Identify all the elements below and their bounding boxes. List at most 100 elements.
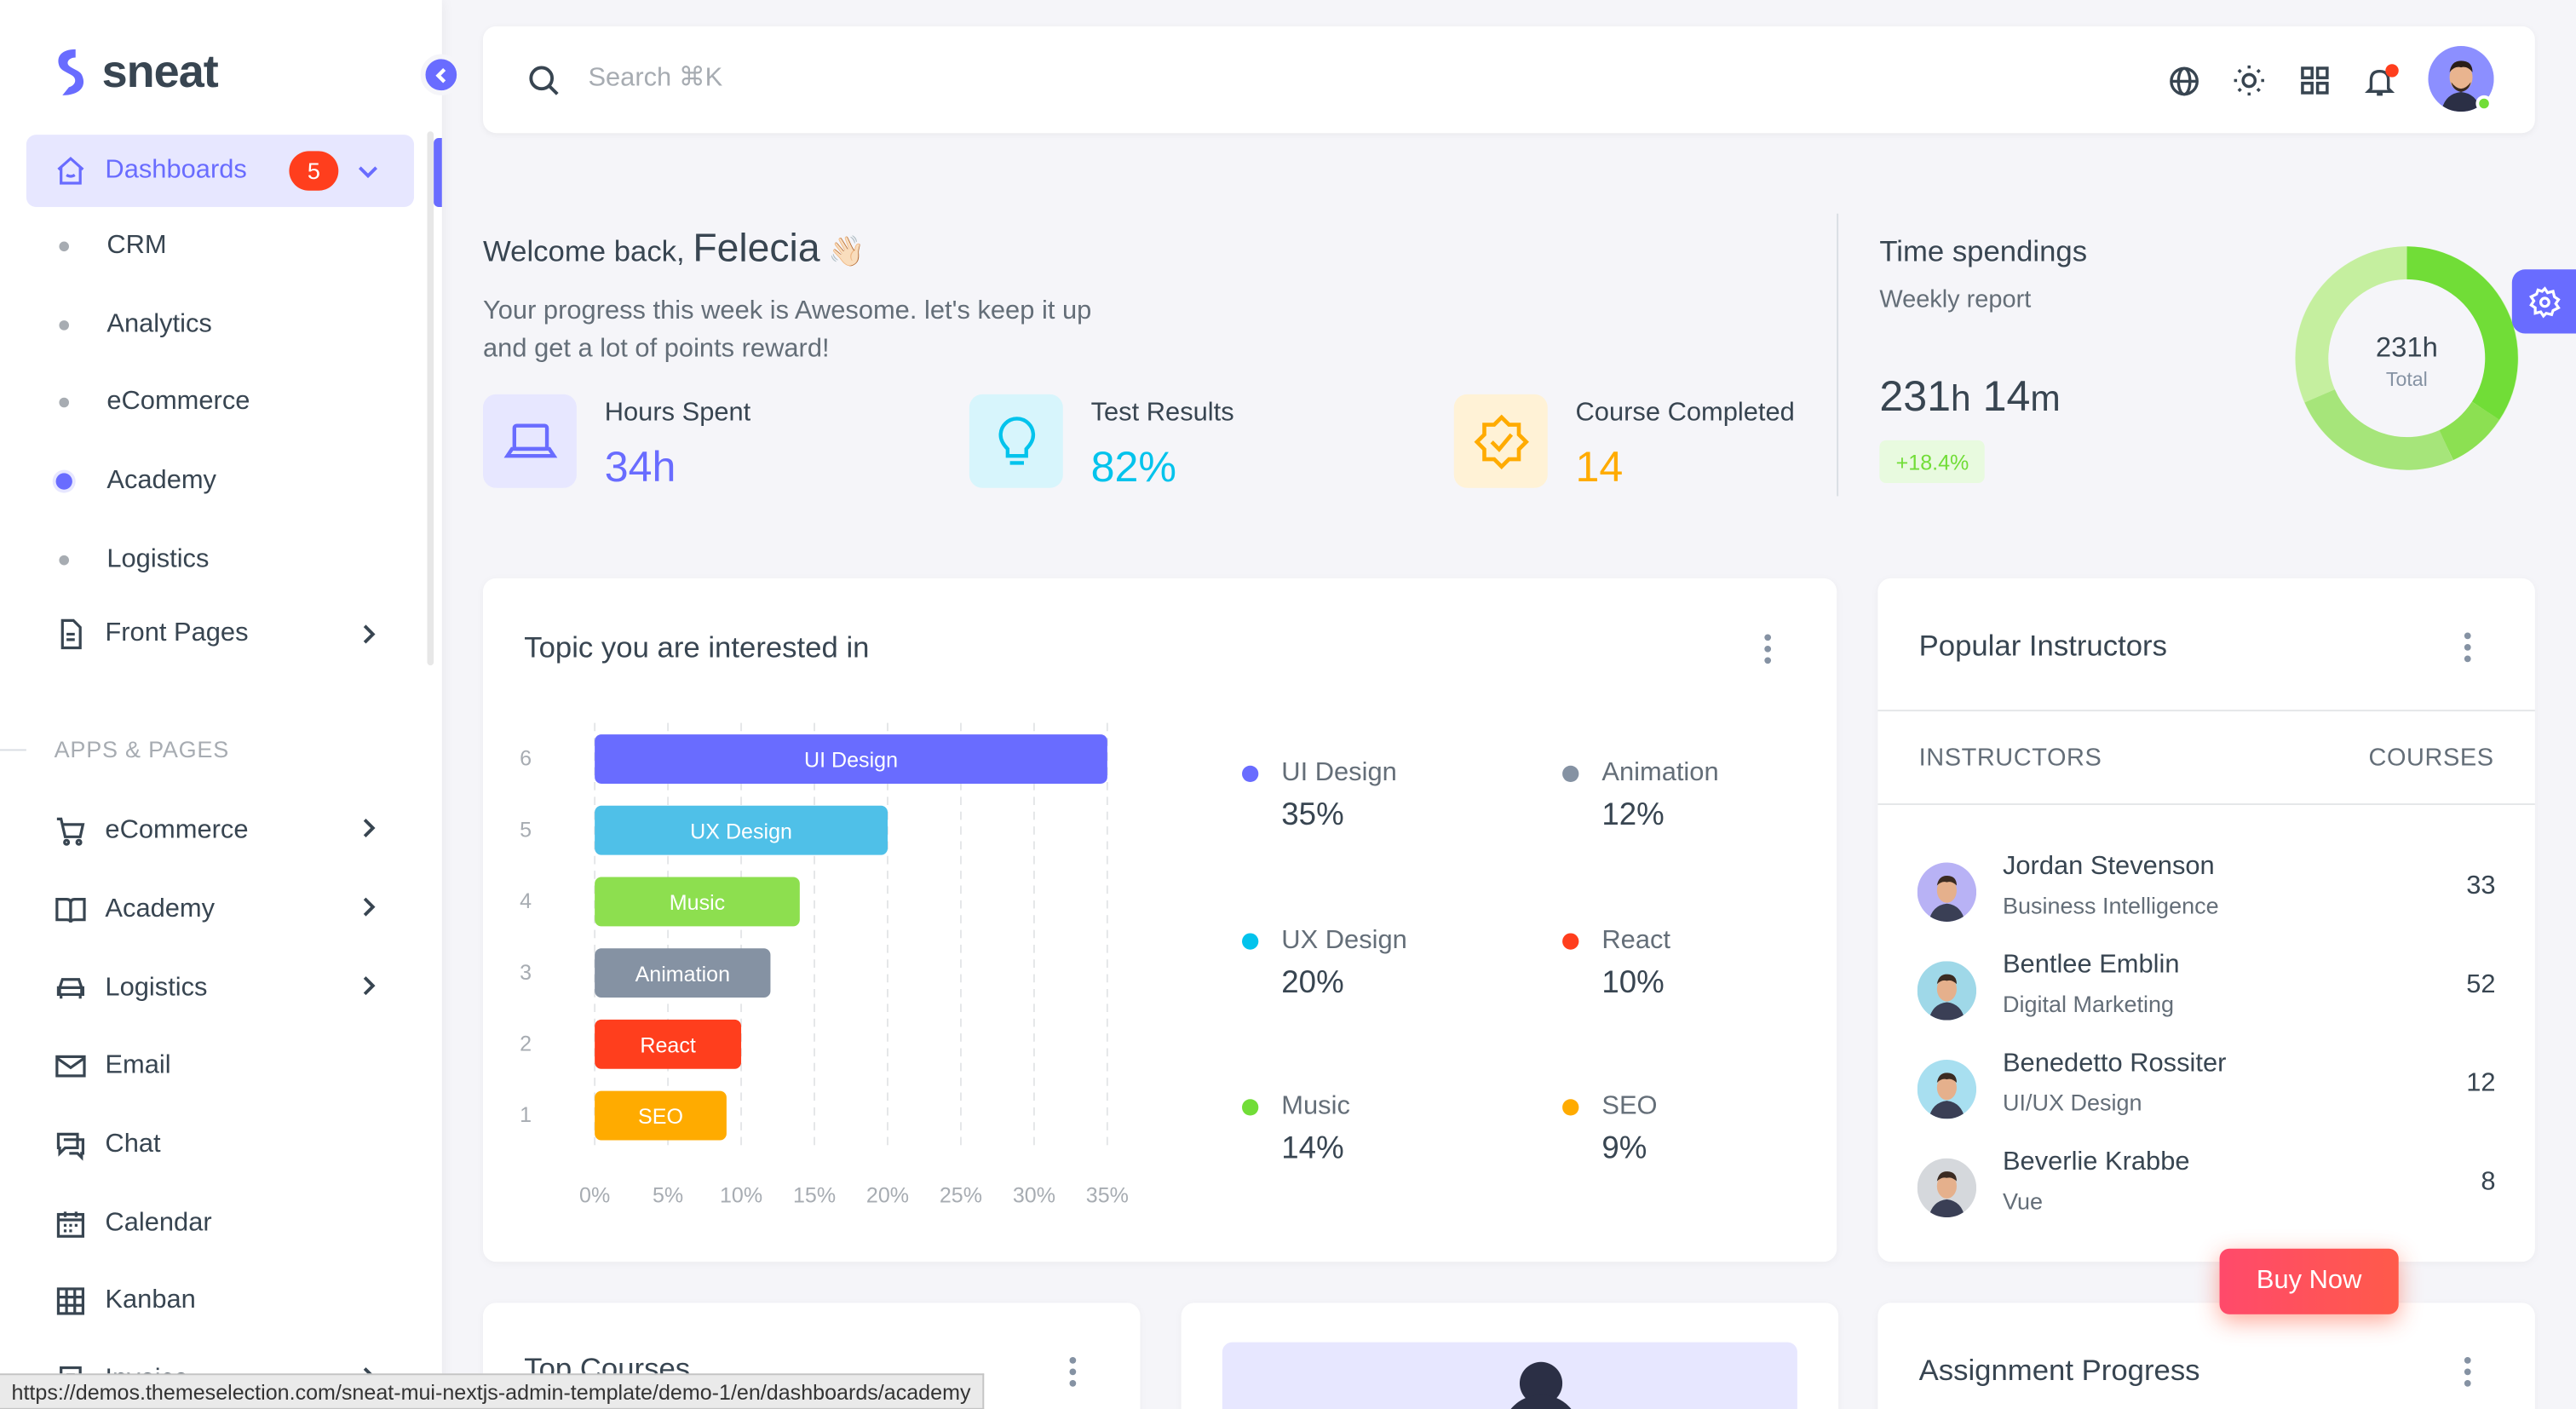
bar[interactable] — [595, 805, 888, 855]
divider — [1837, 213, 1839, 497]
sidebar-subitem-academy[interactable]: Academy — [26, 442, 414, 520]
shortcuts-grid-icon[interactable] — [2297, 62, 2332, 98]
sidebar-scrollbar[interactable] — [427, 131, 434, 666]
home-icon — [53, 152, 89, 188]
y-tick-label: 5 — [520, 818, 532, 842]
calendar-icon — [53, 1205, 89, 1241]
bar[interactable] — [595, 1019, 742, 1069]
column-header-instructors: INSTRUCTORS — [1918, 744, 2102, 773]
time-spendings-value: 231h 14m — [1879, 371, 2060, 423]
sidebar-subitem-logistics[interactable]: Logistics — [26, 520, 414, 599]
sidebar-item-logistics[interactable]: Logistics — [26, 949, 414, 1027]
bar[interactable] — [595, 734, 1107, 784]
sidebar-item-label: Front Pages — [105, 619, 249, 648]
chevron-right-icon — [363, 897, 376, 917]
legend-item: SEO 9% — [1562, 1093, 1658, 1169]
donut-segment — [2438, 401, 2500, 461]
x-tick-label: 25% — [940, 1184, 982, 1208]
chat-icon — [53, 1127, 89, 1163]
chevron-right-icon — [363, 625, 376, 645]
legend-dot — [1562, 1099, 1579, 1116]
search-input[interactable] — [588, 55, 1410, 102]
stat-course-completed: Course Completed 14 — [1453, 394, 1795, 493]
notification-dot — [2385, 64, 2399, 78]
notification-bell-icon[interactable] — [2360, 62, 2399, 98]
stat-value: 14 — [1575, 441, 1624, 492]
search-icon[interactable] — [526, 62, 561, 98]
change-chip: +18.4% — [1879, 440, 1986, 484]
y-tick-label: 3 — [520, 961, 532, 985]
topics-bar-chart: 0% 5% 10% 15% 20% 25% 30% 35% 6 UI Design 5 UX Desi… — [520, 722, 1129, 1208]
y-tick-label: 1 — [520, 1103, 532, 1127]
more-vertical-icon[interactable] — [1068, 1357, 1078, 1387]
sidebar-item-ecommerce[interactable]: eCommerce — [26, 792, 414, 871]
more-vertical-icon[interactable] — [2463, 632, 2473, 663]
user-avatar[interactable] — [2428, 46, 2494, 112]
sidebar-collapse-button[interactable] — [420, 54, 462, 95]
sidebar-item-academy[interactable]: Academy — [26, 871, 414, 949]
instructor-row[interactable]: Bentlee Emblin Digital Marketing 52 — [1917, 952, 2496, 1033]
topics-card-title: Topic you are interested in — [524, 630, 870, 664]
instructor-row[interactable]: Beverlie Krabbe Vue 8 — [1917, 1148, 2496, 1230]
instructor-row[interactable]: Jordan Stevenson Business Intelligence 33 — [1917, 853, 2496, 935]
sidebar-subitem-analytics[interactable]: Analytics — [26, 285, 414, 364]
waving-hand-icon: 👋🏻 — [828, 234, 865, 268]
stat-test-results: Test Results 82% — [969, 394, 1234, 493]
sidebar-subitem-crm[interactable]: CRM — [26, 207, 414, 285]
language-globe-icon[interactable] — [2165, 62, 2201, 98]
more-vertical-icon[interactable] — [2463, 1357, 2473, 1387]
instructor-name: Beverlie Krabbe — [2002, 1148, 2190, 1176]
chevron-right-icon — [363, 819, 376, 838]
legend-value: 9% — [1601, 1131, 1647, 1167]
legend-dot — [1242, 932, 1259, 949]
stat-value: 82% — [1090, 441, 1176, 492]
instructor-avatar — [1917, 1158, 1977, 1218]
top-navbar — [483, 26, 2535, 134]
legend-dot — [1562, 932, 1579, 949]
instructor-row[interactable]: Benedetto Rossiter UI/UX Design 12 — [1917, 1050, 2496, 1131]
sidebar-item-front-pages[interactable]: Front Pages — [26, 599, 414, 671]
time-spendings-subtitle: Weekly report — [1879, 285, 2032, 314]
donut-segment — [2295, 246, 2408, 403]
more-vertical-icon[interactable] — [1762, 634, 1773, 664]
instructor-role: Business Intelligence — [2002, 892, 2219, 919]
instructor-avatar — [1917, 862, 1977, 922]
x-tick-label: 15% — [793, 1184, 836, 1208]
gear-icon — [2528, 285, 2560, 318]
topics-legend: UI Design 35% Animation 12% UX Design 20% Reac… — [1242, 759, 1784, 1219]
welcome-greeting: Welcome back, — [483, 234, 685, 268]
x-tick-label: 20% — [866, 1184, 909, 1208]
user-avatar-image — [2428, 46, 2494, 112]
legend-value: 10% — [1601, 965, 1665, 1000]
bullet-icon — [59, 319, 70, 330]
sidebar-item-calendar[interactable]: Calendar — [26, 1184, 414, 1262]
sidebar-item-chat[interactable]: Chat — [26, 1106, 414, 1184]
instructor-avatar — [1917, 961, 1977, 1021]
instructor-course-count: 12 — [2466, 1069, 2496, 1098]
sidebar-item-email[interactable]: Email — [26, 1027, 414, 1106]
buy-now-button[interactable]: Buy Now — [2219, 1248, 2399, 1314]
welcome-name: Felecia — [693, 227, 820, 272]
sidebar-item-kanban[interactable]: Kanban — [26, 1262, 414, 1341]
time-spendings-donut-chart — [2295, 246, 2519, 470]
bar[interactable] — [595, 948, 771, 998]
brand[interactable]: sneat — [53, 46, 219, 99]
bar-label: Music — [670, 891, 725, 915]
sidebar-subitem-ecommerce[interactable]: eCommerce — [26, 364, 414, 442]
theme-sun-icon[interactable] — [2231, 62, 2267, 98]
x-tick-label: 35% — [1086, 1184, 1129, 1208]
bar-label: React — [640, 1033, 696, 1057]
instructor-role: UI/UX Design — [2002, 1089, 2142, 1116]
legend-name: React — [1601, 925, 1670, 954]
sidebar-menu: Dashboards 5 CRM Analytics eCommerce Aca… — [0, 135, 415, 1409]
customizer-settings-button[interactable] — [2511, 269, 2576, 334]
column-header-courses: COURSES — [2368, 744, 2494, 773]
bullet-icon — [59, 555, 70, 565]
bar[interactable] — [595, 877, 800, 927]
sidebar-item-dashboards[interactable]: Dashboards 5 — [26, 135, 415, 208]
chevron-right-icon — [363, 975, 376, 995]
bar-label: UI Design — [804, 749, 898, 773]
legend-item: React 10% — [1562, 926, 1670, 1002]
bar[interactable] — [595, 1090, 727, 1141]
person-body-illustration — [1501, 1395, 1581, 1409]
